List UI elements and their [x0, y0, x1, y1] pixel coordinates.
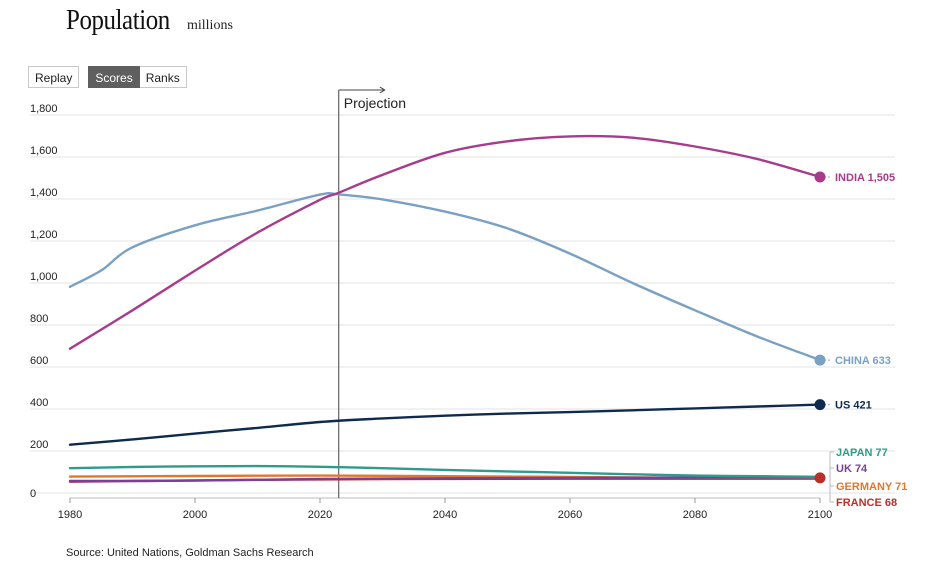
end-label-us: US 421 [835, 400, 872, 412]
x-tick-label: 1980 [58, 509, 82, 521]
end-label-india: INDIA 1,505 [835, 172, 895, 184]
y-tick-label: 1,400 [30, 187, 58, 199]
projection-arrow-icon [379, 86, 386, 94]
series-line-japan [68, 464, 822, 478]
x-tick-label: 2100 [808, 509, 832, 521]
projection-label: Projection [344, 95, 406, 111]
end-label-france: FRANCE 68 [836, 497, 897, 509]
scores-button[interactable]: Scores [88, 66, 140, 88]
y-tick-label: 1,200 [30, 229, 58, 241]
x-tick-label: 2080 [683, 509, 707, 521]
end-marker-india [814, 171, 826, 183]
chart-controls: Replay Scores Ranks [28, 66, 187, 88]
x-tick-label: 2000 [183, 509, 207, 521]
replay-button[interactable]: Replay [28, 66, 80, 88]
end-label-china: CHINA 633 [835, 355, 891, 367]
y-tick-label: 0 [30, 488, 36, 500]
view-toggle: Scores Ranks [88, 66, 187, 88]
end-label-germany: GERMANY 71 [836, 481, 907, 493]
x-tick-label: 2040 [433, 509, 457, 521]
series-line-uk [68, 476, 822, 483]
end-marker-us [814, 399, 826, 411]
end-label-japan: JAPAN 77 [836, 447, 888, 459]
end-label-uk: UK 74 [836, 463, 868, 475]
chart-title-block: Population millions [66, 4, 233, 37]
y-tick-label: 800 [30, 313, 48, 325]
series-line-india [68, 134, 822, 350]
source-note: Source: United Nations, Goldman Sachs Re… [66, 547, 314, 559]
series-line-us [68, 403, 822, 446]
y-tick-label: 600 [30, 355, 48, 367]
unit-label: millions [187, 18, 233, 33]
end-marker-china [814, 354, 826, 366]
y-tick-label: 200 [30, 439, 48, 451]
y-tick-label: 1,600 [30, 145, 58, 157]
page-title: Population [66, 4, 170, 36]
y-tick-label: 1,000 [30, 271, 58, 283]
ranks-button[interactable]: Ranks [139, 66, 187, 88]
y-tick-label: 1,800 [30, 103, 58, 115]
y-tick-label: 400 [30, 397, 48, 409]
x-tick-label: 2060 [558, 509, 582, 521]
x-tick-label: 2020 [308, 509, 332, 521]
series-line-china [68, 191, 822, 362]
end-marker-cluster [814, 472, 826, 484]
